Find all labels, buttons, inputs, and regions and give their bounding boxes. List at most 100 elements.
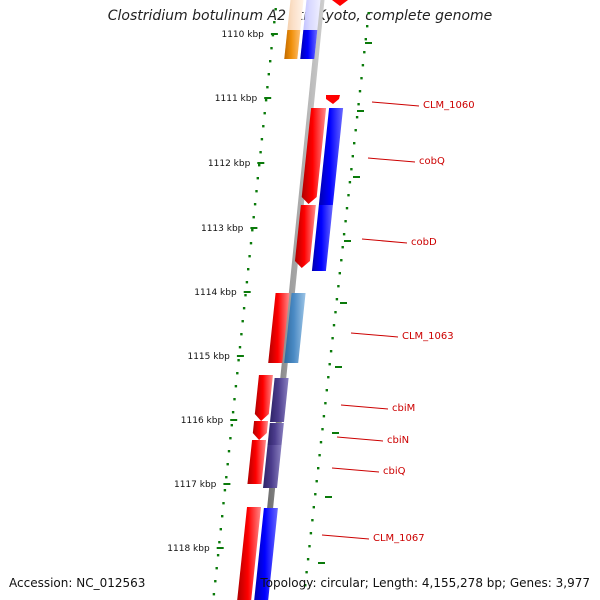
genome-summary-label: Topology: circular; Length: 4,155,278 bp…: [260, 576, 590, 590]
gc-track-left-dot: [229, 437, 232, 440]
gene-label-leader: [321, 534, 370, 540]
cds-feature-clm1067: [237, 507, 262, 600]
gc-track-right-dot: [361, 64, 365, 67]
gc-track-right-dash: [357, 110, 364, 112]
gc-track-left-dot: [258, 164, 261, 167]
gc-track-left-dot: [237, 359, 240, 362]
gc-track-left-dot: [274, 8, 277, 11]
gc-track-right-dot: [312, 506, 315, 509]
cog-feature-cobq: [318, 108, 344, 205]
cds-feature-orange: [284, 30, 301, 59]
gc-track-left-dot: [226, 463, 229, 466]
gc-track-right-dot: [353, 142, 356, 145]
gc-track-left-dot: [263, 112, 266, 115]
gene-label: cbiQ: [383, 466, 406, 477]
cds-feature-cobd: [294, 205, 316, 268]
gc-track-right-dot: [308, 545, 311, 548]
gc-track-left-dot: [227, 450, 231, 453]
gene-label-leader: [371, 101, 420, 107]
scale-tick: [216, 547, 224, 549]
gc-track-right-dot: [324, 402, 327, 405]
gc-track-right-dot: [325, 389, 328, 392]
gc-track-right-dash: [365, 42, 372, 44]
gene-label: cbiN: [387, 435, 409, 446]
cds-feature-clm1063: [268, 293, 290, 363]
gc-track-left-dot: [230, 424, 233, 427]
cds-feature-cobq: [301, 108, 327, 204]
gc-track-right-dot: [342, 233, 346, 236]
gc-track-left-dot: [248, 255, 251, 258]
gc-track-right-dot: [317, 467, 320, 470]
gc-track-right-dot: [309, 532, 313, 535]
gc-track-right-dot: [340, 259, 343, 262]
scale-tick: [243, 291, 251, 293]
gc-track-left-dot: [233, 398, 236, 401]
cog-feature-cbiq: [263, 445, 282, 488]
gene-label: cobQ: [419, 156, 445, 167]
gc-track-left-dot: [266, 86, 269, 89]
gc-track-left-dot: [216, 554, 220, 557]
gc-track-right-dot: [344, 220, 347, 223]
gene-label: cobD: [411, 237, 437, 248]
gc-track-right-dot: [354, 129, 357, 132]
gc-track-left-dot: [260, 138, 264, 141]
scale-tick-label: 1112 kbp: [208, 159, 251, 169]
gc-track-right-dot: [322, 415, 326, 418]
gc-track-right-dot: [351, 155, 354, 158]
cds-feature-clm1060: [326, 95, 340, 104]
gene-label-leader: [331, 467, 380, 473]
gc-track-right-dot: [306, 558, 310, 561]
gc-track-left-dot: [251, 229, 254, 232]
accession-label: Accession: NC_012563: [9, 576, 146, 590]
gc-track-right-dash: [325, 496, 332, 498]
gene-label-leader: [361, 238, 408, 244]
gc-track-right-dot: [358, 90, 362, 93]
gc-track-left-dot: [225, 476, 228, 479]
gc-track-left-dot: [252, 216, 255, 219]
gc-track-right-dot: [335, 298, 339, 301]
gc-track-right-dot: [355, 116, 359, 119]
gc-track-left-dot: [231, 411, 235, 414]
gc-track-left-dot: [269, 60, 272, 63]
gc-track-right-dot: [318, 454, 321, 457]
gc-track-left-dot: [267, 73, 270, 76]
gc-track-left-dot: [222, 502, 225, 505]
scale-tick: [250, 227, 258, 229]
gc-track-right-dot: [363, 51, 366, 54]
gc-track-left-dot: [244, 294, 247, 297]
scale-tick-label: 1117 kbp: [174, 480, 217, 490]
gc-track-right-dot: [360, 77, 363, 80]
gc-track-left-dot: [262, 125, 265, 128]
gene-label: CLM_1060: [423, 100, 475, 111]
gc-track-right-dot: [304, 584, 307, 587]
gc-track-right-dash: [332, 432, 339, 434]
gc-track-right-dot: [348, 181, 352, 184]
gc-track-right-dot: [367, 12, 370, 15]
gc-track-left-dot: [253, 203, 257, 206]
gc-track-right-dash: [335, 366, 342, 368]
gc-track-left-dot: [219, 528, 222, 531]
cds-feature-arrow-top: [332, 0, 348, 6]
cog-feature-cbim: [269, 378, 289, 422]
gc-track-left-dot: [221, 515, 224, 518]
gc-track-right-dot: [347, 194, 350, 197]
cds-feature-cbiq: [247, 440, 267, 484]
gc-track-right-dot: [311, 519, 314, 522]
gc-track-right-dash: [344, 240, 351, 242]
gene-label-leader: [336, 436, 384, 442]
gc-track-right-dash: [340, 302, 347, 304]
scale-tick-label: 1116 kbp: [181, 416, 224, 426]
gc-track-left-dot: [242, 307, 246, 310]
gene-label: CLM_1067: [373, 533, 425, 544]
gc-track-right-dot: [341, 246, 344, 249]
cog-feature-blue: [300, 30, 318, 59]
gc-track-right-dot: [334, 311, 337, 314]
cog-feature-cbin: [267, 423, 284, 445]
gc-track-right-dot: [328, 363, 331, 366]
scale-tick-label: 1115 kbp: [187, 352, 230, 362]
gene-label: CLM_1063: [402, 331, 454, 342]
gc-track-left-dot: [215, 567, 218, 570]
scale-tick-label: 1114 kbp: [194, 288, 237, 298]
gc-track-right-dot: [321, 428, 324, 431]
